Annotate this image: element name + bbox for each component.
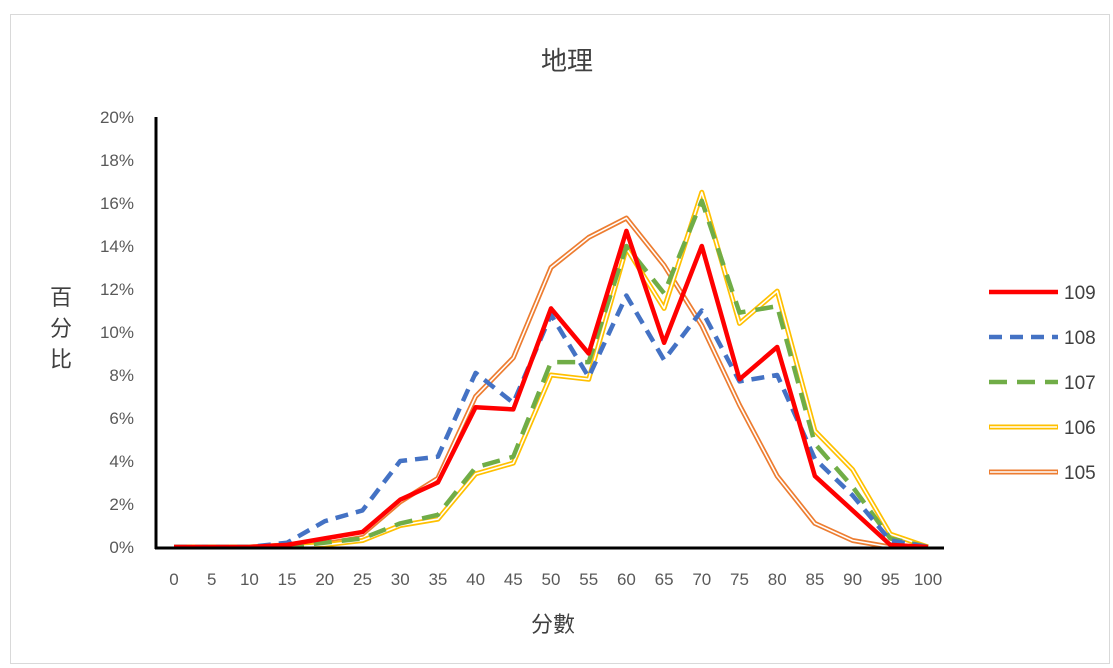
y-axis-title: 百分比 <box>50 286 72 373</box>
series-layer <box>174 189 929 550</box>
x-tick-label: 85 <box>805 570 824 589</box>
axes <box>154 117 944 550</box>
x-tick-label: 60 <box>617 570 636 589</box>
series-line-105-inner <box>174 217 928 548</box>
legend-item-105: 105 <box>989 463 1096 484</box>
x-tick-label: 15 <box>278 570 297 589</box>
x-tick-label: 10 <box>240 570 259 589</box>
x-axis-ticks: 0 5 10 15 20 25 30 35 40 45 50 55 60 65 70 75 80 85 90 95 10… <box>169 570 942 589</box>
y-tick-label: 4% <box>109 452 134 471</box>
x-axis-title: 分數 <box>531 613 575 638</box>
y-tick-label: 2% <box>109 495 134 514</box>
series-107 <box>174 198 929 550</box>
series-108 <box>174 293 929 550</box>
x-tick-label: 90 <box>843 570 862 589</box>
legend-label: 106 <box>1064 418 1096 439</box>
legend-label: 109 <box>1064 283 1096 304</box>
series-109 <box>174 228 929 550</box>
y-tick-label: 16% <box>100 194 134 213</box>
x-tick-label: 100 <box>914 570 942 589</box>
x-tick-label: 30 <box>391 570 410 589</box>
x-tick-label: 35 <box>428 570 447 589</box>
chart-title: 地理 <box>541 47 593 77</box>
x-tick-label: 65 <box>655 570 674 589</box>
x-tick-label: 5 <box>207 570 216 589</box>
series-line-106-inner <box>174 191 929 548</box>
legend-item-109: 109 <box>989 283 1096 304</box>
y-tick-label: 14% <box>100 237 134 256</box>
y-tick-label: 6% <box>109 409 134 428</box>
y-axis-title-char: 分 <box>50 317 72 342</box>
series-line-109 <box>174 228 929 550</box>
series-line-106-outer <box>174 189 929 550</box>
y-tick-label: 8% <box>109 366 134 385</box>
x-tick-label: 20 <box>315 570 334 589</box>
y-axis-ticks: 0% 2% 4% 6% 8% 10% 12% 14% 16% 18% 20% <box>100 108 134 557</box>
x-tick-label: 25 <box>353 570 372 589</box>
legend-label: 105 <box>1064 463 1096 484</box>
x-tick-label: 80 <box>768 570 787 589</box>
y-tick-label: 18% <box>100 151 134 170</box>
x-tick-label: 50 <box>542 570 561 589</box>
x-tick-label: 75 <box>730 570 749 589</box>
y-axis-title-char: 百 <box>50 286 72 311</box>
legend: 109 108 107 106 105 <box>989 283 1096 484</box>
legend-label: 107 <box>1064 373 1096 394</box>
x-tick-label: 95 <box>881 570 900 589</box>
legend-item-106: 106 <box>989 418 1096 439</box>
x-tick-label: 45 <box>504 570 523 589</box>
line-chart: 地理 百分比 分數 0% 2% 4% 6% 8% 10% 12% 14% 16% 18% 20% 0… <box>50 47 1096 638</box>
series-line-108 <box>174 293 929 550</box>
x-tick-label: 0 <box>169 570 178 589</box>
series-line-107 <box>174 198 929 550</box>
x-tick-label: 55 <box>579 570 598 589</box>
legend-label: 108 <box>1064 328 1096 349</box>
series-105 <box>174 215 928 550</box>
x-tick-label: 40 <box>466 570 485 589</box>
y-tick-label: 12% <box>100 280 134 299</box>
series-106 <box>174 189 929 550</box>
y-tick-label: 0% <box>109 538 134 557</box>
y-axis-title-char: 比 <box>50 348 72 373</box>
chart-frame: 地理 百分比 分數 0% 2% 4% 6% 8% 10% 12% 14% 16% 18% 20% 0… <box>10 14 1110 664</box>
legend-item-107: 107 <box>989 373 1096 394</box>
y-tick-label: 20% <box>100 108 134 127</box>
legend-item-108: 108 <box>989 328 1096 349</box>
y-tick-label: 10% <box>100 323 134 342</box>
x-tick-label: 70 <box>692 570 711 589</box>
